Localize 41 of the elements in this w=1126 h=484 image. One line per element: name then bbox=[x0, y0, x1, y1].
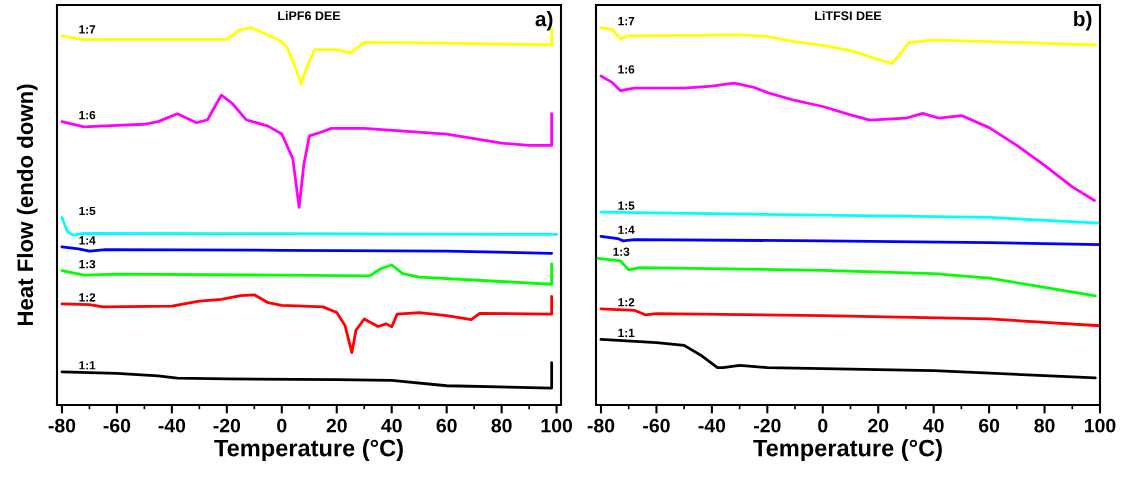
x-tick-label: -60 bbox=[103, 418, 131, 433]
x-tick-label: 60 bbox=[979, 418, 1000, 433]
series-label: 1:4 bbox=[79, 236, 96, 245]
annotation: b) bbox=[1074, 11, 1092, 31]
series-label: 1:7 bbox=[79, 25, 96, 34]
series-label: 1:6 bbox=[618, 65, 635, 74]
series-label: 1:3 bbox=[613, 247, 630, 256]
x-tick-label: 0 bbox=[818, 418, 828, 433]
x-tick-label: -80 bbox=[48, 418, 76, 433]
x-tick-label: 20 bbox=[326, 418, 347, 433]
y-axis-title: Heat Flow (endo down) bbox=[16, 84, 38, 326]
x-tick-label: -20 bbox=[754, 418, 781, 433]
x-tick-label: 100 bbox=[541, 418, 573, 433]
x-tick-label: 80 bbox=[491, 418, 512, 433]
x-tick-label: -40 bbox=[698, 418, 726, 433]
series-label: 1:2 bbox=[79, 293, 96, 302]
x-tick-label: 80 bbox=[1034, 418, 1055, 433]
x-tick-label: -20 bbox=[213, 418, 241, 433]
series-label: 1:5 bbox=[79, 206, 96, 216]
series-label: 1:7 bbox=[618, 17, 635, 26]
x-axis-title: Temperature (°C) bbox=[753, 439, 942, 462]
annotation: a) bbox=[535, 11, 553, 31]
x-tick-label: 0 bbox=[277, 418, 287, 433]
x-tick-label: -40 bbox=[158, 418, 186, 433]
series-label: 1:4 bbox=[618, 225, 635, 234]
series-label: 1:6 bbox=[79, 110, 96, 120]
series-label: 1:5 bbox=[618, 201, 635, 210]
x-axis-title: Temperature (°C) bbox=[214, 439, 403, 462]
x-tick-label: 20 bbox=[868, 418, 889, 433]
x-tick-label: 40 bbox=[923, 418, 944, 433]
x-tick-label: 100 bbox=[1085, 418, 1116, 433]
series-label: 1:1 bbox=[618, 328, 635, 337]
series-label: 1:3 bbox=[79, 259, 96, 269]
chart-title: LiTFSI DEE bbox=[815, 11, 882, 21]
series-label: 1:1 bbox=[79, 361, 96, 370]
x-tick-label: -60 bbox=[643, 418, 670, 433]
chart-title: LiPF6 DEE bbox=[278, 11, 341, 21]
x-tick-label: 60 bbox=[436, 418, 457, 433]
series-label: 1:2 bbox=[618, 298, 635, 307]
x-tick-label: -80 bbox=[587, 418, 615, 433]
x-tick-label: 40 bbox=[381, 418, 402, 433]
